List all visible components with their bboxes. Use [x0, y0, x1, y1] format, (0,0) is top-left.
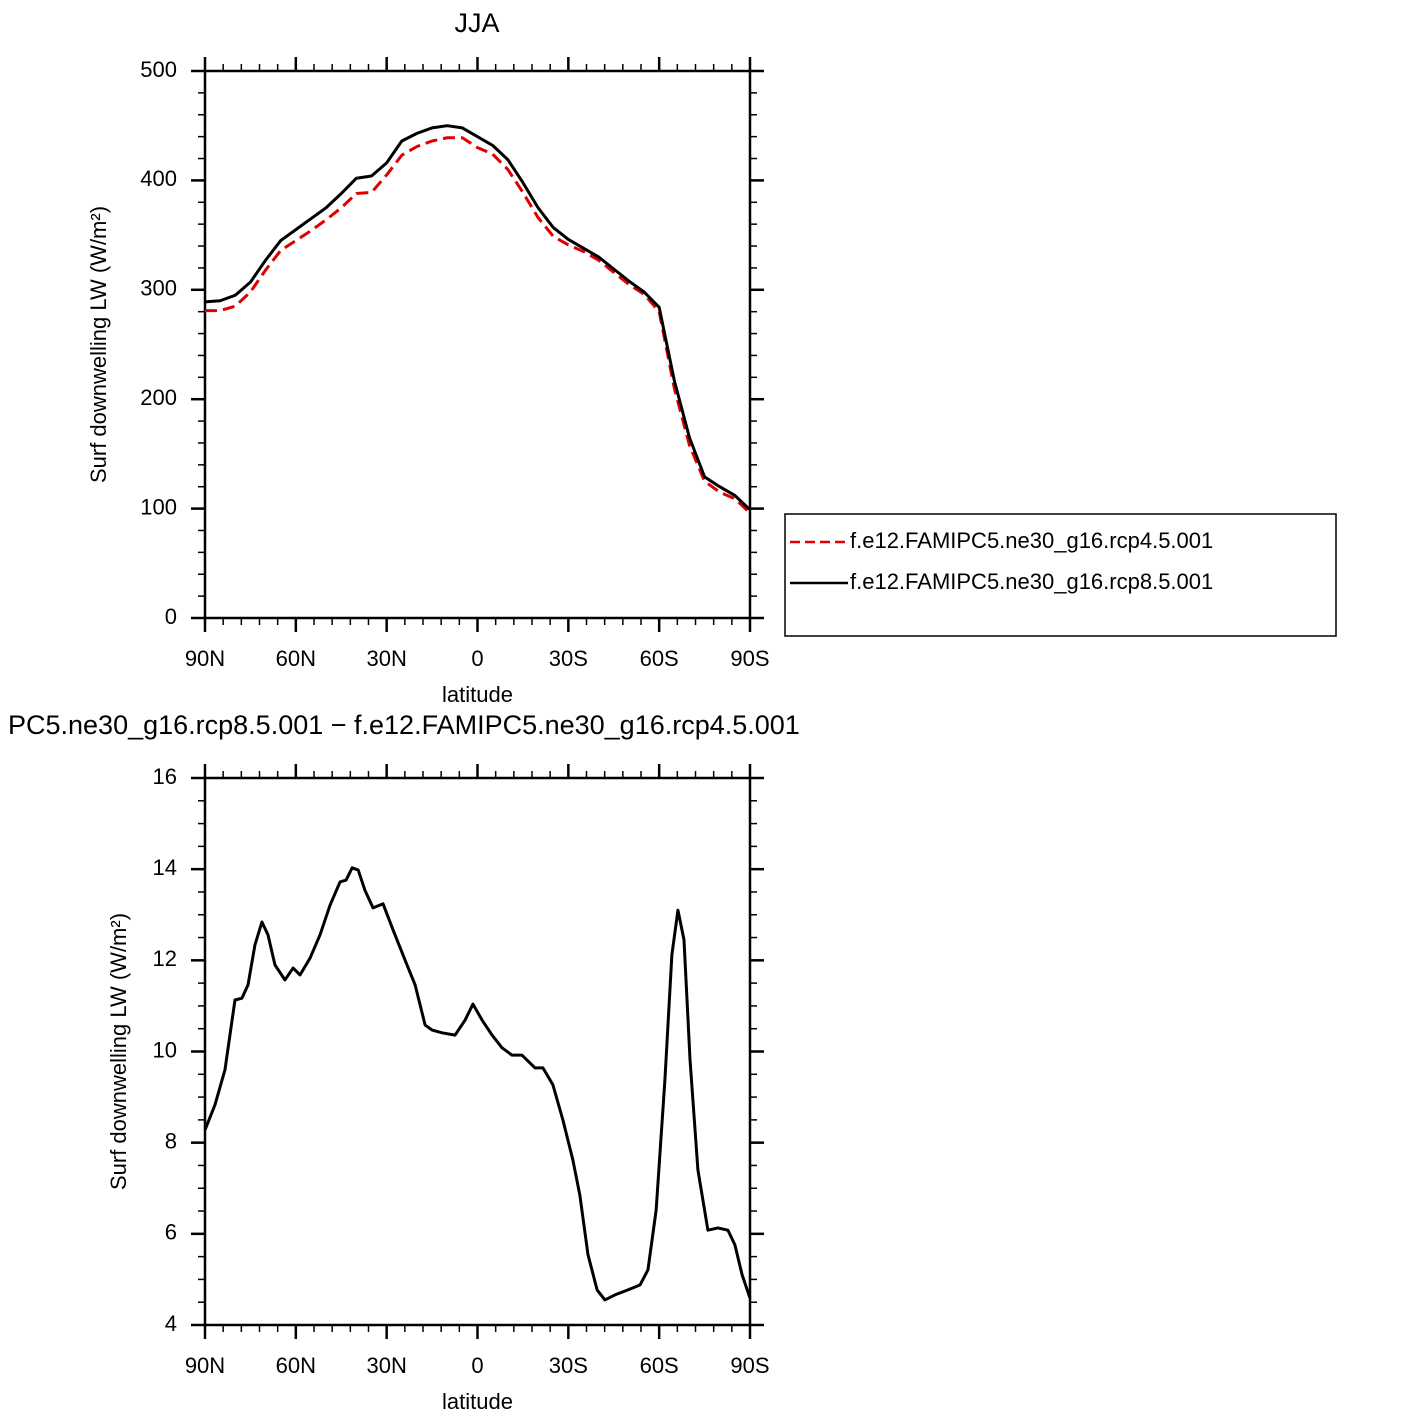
legend-box — [784, 513, 1337, 637]
line — [203, 866, 752, 1302]
x-tick-label: 60N — [276, 646, 316, 671]
y-tick-label: 16 — [153, 764, 177, 789]
chart-title: PC5.ne30_g16.rcp8.5.001 − f.e12.FAMIPC5.… — [8, 710, 800, 740]
legend-label: f.e12.FAMIPC5.ne30_g16.rcp4.5.001 — [850, 528, 1213, 553]
x-tick-label: 60S — [640, 646, 679, 671]
y-axis-label: Surf downwelling LW (W/m²) — [106, 913, 131, 1190]
y-tick-label: 0 — [165, 604, 177, 629]
y-tick-label: 4 — [165, 1311, 177, 1336]
x-tick-label: 0 — [471, 1353, 483, 1378]
y-tick-label: 100 — [140, 494, 177, 519]
x-tick-label: 30S — [549, 1353, 588, 1378]
x-tick-label: 90S — [730, 1353, 769, 1378]
line — [205, 136, 752, 515]
y-tick-label: 500 — [140, 57, 177, 82]
line — [204, 124, 752, 511]
x-tick-label: 90N — [185, 1353, 225, 1378]
x-axis-label: latitude — [442, 1389, 513, 1414]
y-tick-label: 12 — [153, 946, 177, 971]
y-tick-label: 300 — [140, 276, 177, 301]
x-tick-label: 60S — [640, 1353, 679, 1378]
plot-frame — [203, 776, 752, 1327]
x-tick-label: 60N — [276, 1353, 316, 1378]
y-tick-label: 6 — [165, 1220, 177, 1245]
y-axis-label: Surf downwelling LW (W/m²) — [86, 206, 111, 483]
y-tick-label: 8 — [165, 1128, 177, 1153]
y-tick-label: 14 — [153, 855, 177, 880]
x-tick-label: 90N — [185, 646, 225, 671]
y-tick-label: 400 — [140, 166, 177, 191]
x-tick-label: 30N — [366, 646, 406, 671]
x-tick-label: 30S — [549, 646, 588, 671]
legend-label: f.e12.FAMIPC5.ne30_g16.rcp8.5.001 — [850, 569, 1213, 594]
chart-title: JJA — [454, 8, 499, 38]
y-tick-label: 10 — [153, 1037, 177, 1062]
x-tick-label: 0 — [471, 646, 483, 671]
x-axis-label: latitude — [442, 682, 513, 707]
y-tick-label: 200 — [140, 385, 177, 410]
x-tick-label: 90S — [730, 646, 769, 671]
x-tick-label: 30N — [366, 1353, 406, 1378]
